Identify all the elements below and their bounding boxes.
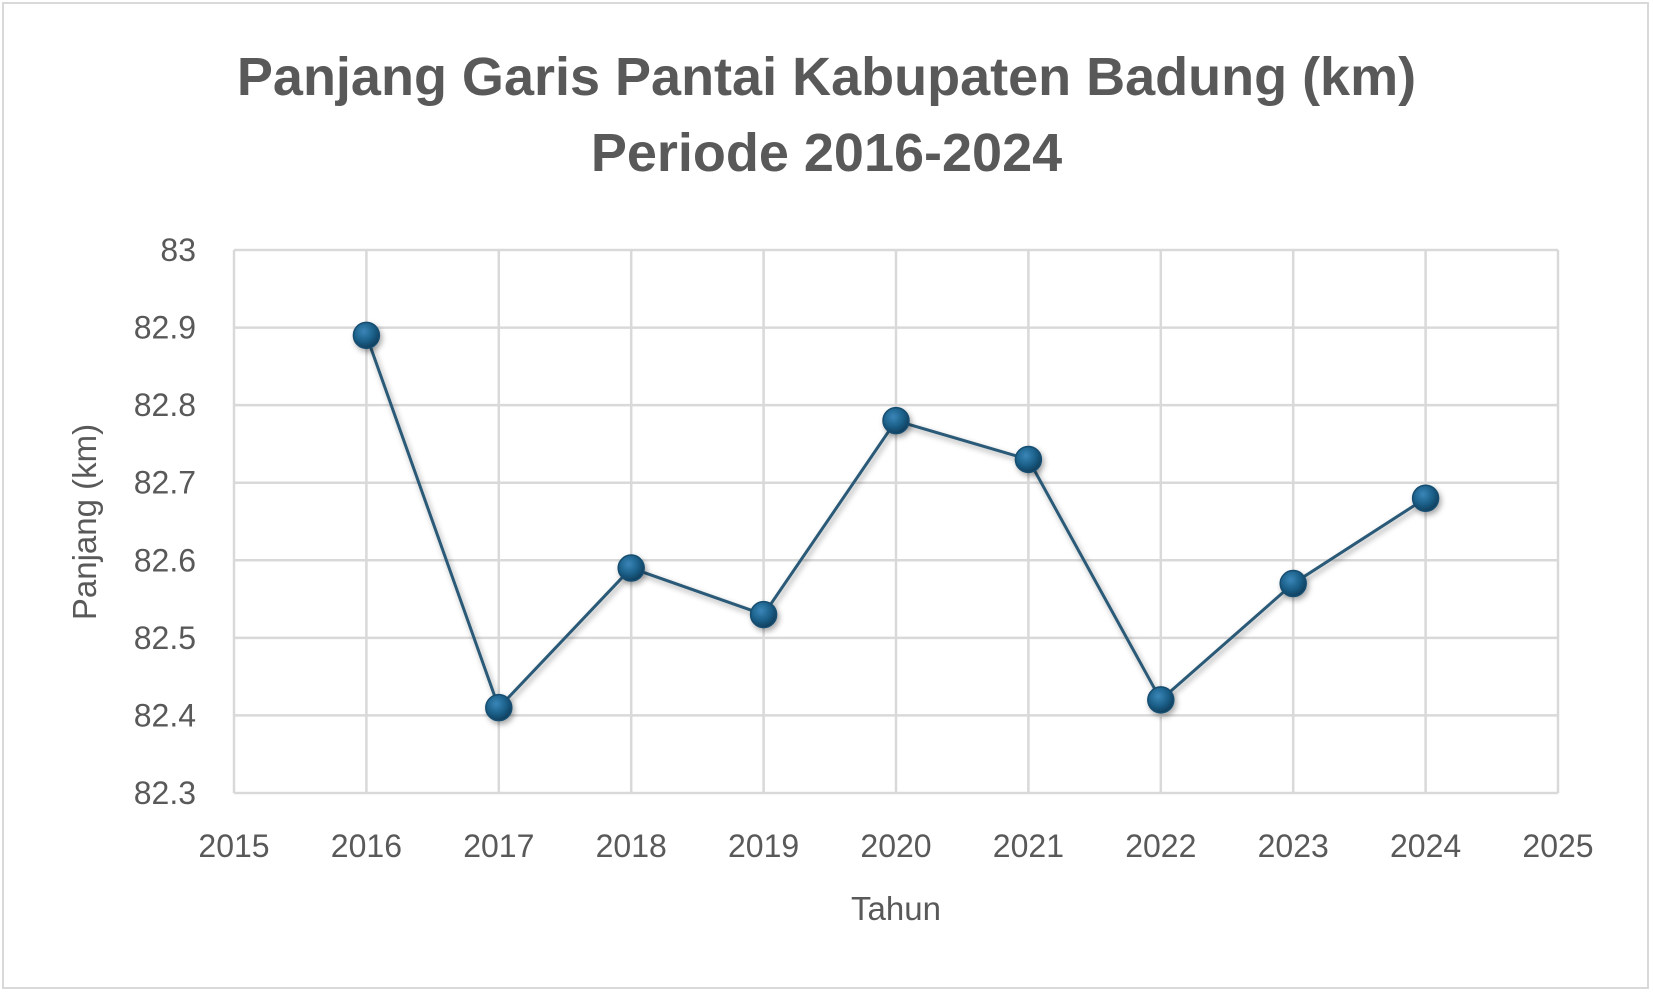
y-tick-label: 82.8 [134,387,196,423]
series [352,321,1440,722]
data-point [1014,445,1043,474]
data-point [352,321,381,350]
y-tick-label: 82.6 [134,542,196,578]
y-tick-label: 82.3 [134,775,196,811]
data-point [1147,686,1175,714]
data-point [617,554,645,582]
x-tick-label: 2019 [728,828,799,864]
x-tick-label: 2023 [1258,828,1329,864]
data-point [485,693,513,722]
y-tick-label: 82.4 [134,697,196,733]
x-tick-label: 2016 [331,828,402,864]
x-tick-label: 2018 [596,828,667,864]
x-tick-label: 2021 [993,828,1064,864]
x-tick-label: 2017 [463,828,534,864]
y-tick-label: 82.9 [134,310,196,346]
x-axis-label: Tahun [851,890,941,927]
x-tick-label: 2015 [198,828,269,864]
chart-title: Panjang Garis Pantai Kabupaten Badung (k… [236,47,1417,107]
y-axis-ticks: 82.3 82.4 82.5 82.6 82.7 82.8 82.9 83 [134,232,196,811]
x-tick-label: 2024 [1390,828,1461,864]
grid [232,248,1560,795]
data-point [749,600,778,629]
data-point [1411,484,1440,512]
x-tick-label: 2020 [860,828,931,864]
y-tick-label: 83 [160,232,196,268]
data-point [1279,569,1307,598]
data-point [882,406,910,435]
chart-subtitle: Periode 2016-2024 [590,123,1063,183]
x-tick-label: 2022 [1125,828,1196,864]
x-axis-ticks: 2015 2016 2017 2018 2019 2020 2021 2022 2023 2024… [198,828,1593,864]
y-tick-label: 82.7 [134,465,196,501]
y-tick-label: 82.5 [134,620,196,656]
y-axis-label: Panjang (km) [66,424,103,620]
x-tick-label: 2025 [1522,828,1593,864]
